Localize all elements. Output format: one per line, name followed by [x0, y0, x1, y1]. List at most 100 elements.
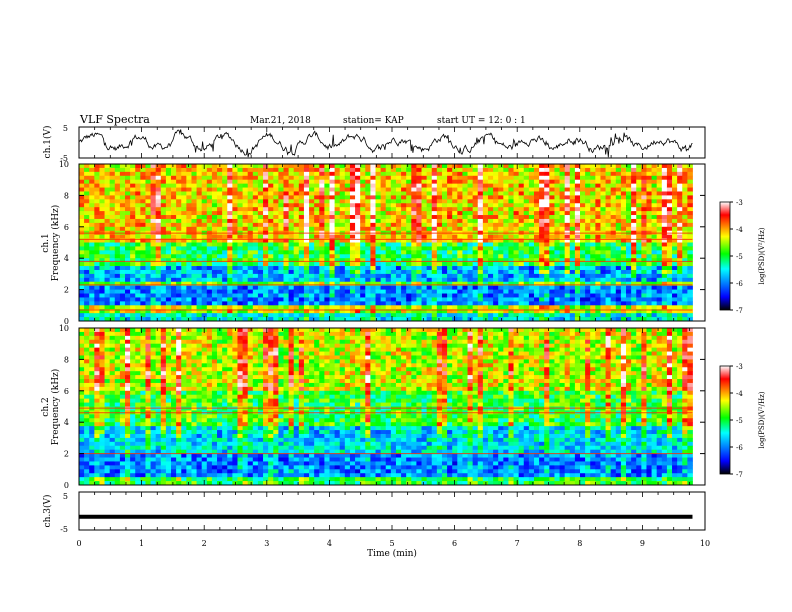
- spectrogram-cell: [237, 226, 243, 232]
- spectrogram-cell: [252, 289, 259, 294]
- spectrogram-cell: [564, 195, 571, 200]
- spectrogram-cell: [298, 187, 305, 192]
- spectrogram-cell: [513, 226, 520, 232]
- spectrogram-cell: [523, 246, 530, 251]
- spectrogram-cell: [79, 313, 85, 318]
- spectrogram-cell: [574, 215, 581, 220]
- spectrogram-cell: [467, 207, 474, 212]
- spectrogram-cell: [569, 183, 576, 188]
- spectrogram-cell: [411, 175, 417, 181]
- spectrogram-cell: [89, 375, 95, 380]
- spectrogram-cell: [493, 309, 499, 314]
- spectrogram-cell: [380, 191, 387, 196]
- spectrogram-cell: [329, 191, 336, 196]
- spectrogram-cell: [145, 167, 151, 173]
- spectrogram-cell: [636, 211, 642, 216]
- spectrogram-cell: [513, 254, 520, 259]
- spectrogram-cell: [661, 199, 668, 204]
- spectrogram-cell: [344, 313, 351, 318]
- spectrogram-cell: [165, 317, 172, 322]
- spectrogram-cell: [370, 175, 376, 181]
- spectrogram-cell: [416, 277, 422, 283]
- spectrogram-cell: [278, 207, 284, 212]
- spectrogram-cell: [191, 242, 197, 247]
- spectrogram-cell: [242, 293, 249, 298]
- spectrogram-cell: [99, 289, 105, 294]
- spectrogram-cell: [232, 195, 238, 200]
- spectrogram-cell: [89, 473, 95, 478]
- spectrogram-cell: [145, 183, 151, 188]
- spectrogram-cell: [135, 167, 141, 173]
- spectrogram-cell: [574, 226, 581, 232]
- spectrogram-cell: [176, 305, 182, 310]
- spectrogram-cell: [196, 258, 203, 263]
- spectrogram-cell: [165, 164, 172, 169]
- spectrogram-cell: [528, 317, 535, 322]
- spectrogram-cell: [365, 179, 371, 185]
- spectrogram-cell: [165, 301, 172, 306]
- spectrogram-cell: [140, 277, 146, 283]
- spectrogram-cell: [390, 175, 397, 181]
- spectrogram-cell: [457, 203, 463, 208]
- spectrogram-cell: [360, 175, 366, 181]
- spectrogram-cell: [385, 250, 392, 255]
- spectrogram-cell: [651, 199, 658, 204]
- spectrogram-cell: [94, 305, 100, 310]
- spectrogram-cell: [580, 281, 586, 287]
- spectrogram-cell: [559, 191, 566, 196]
- spectrogram-cell: [232, 226, 238, 232]
- spectrogram-cell: [119, 301, 126, 306]
- spectrogram-cell: [406, 246, 412, 251]
- spectrogram-cell: [227, 222, 233, 228]
- spectrogram-cell: [84, 226, 90, 232]
- spectrogram-cell: [140, 289, 146, 294]
- spectrogram-cell: [436, 254, 443, 259]
- spectrogram-cell: [544, 258, 550, 263]
- spectrogram-cell: [534, 297, 540, 302]
- spectrogram-cell: [309, 281, 315, 287]
- spectrogram-cell: [467, 195, 474, 200]
- spectrogram-cell: [109, 171, 116, 177]
- spectrogram-cell: [150, 171, 157, 177]
- spectrogram-cell: [145, 164, 151, 169]
- spectrogram-cell: [493, 293, 499, 298]
- spectrogram-cell: [309, 301, 315, 306]
- spectrogram-cell: [615, 293, 622, 298]
- spectrogram-cell: [268, 234, 274, 239]
- spectrogram-cell: [135, 246, 141, 251]
- spectrogram-cell: [421, 222, 428, 228]
- spectrogram-cell: [145, 289, 151, 294]
- spectrogram-cell: [319, 238, 325, 243]
- spectrogram-cell: [94, 418, 100, 423]
- spectrogram-cell: [89, 422, 95, 427]
- spectrogram-cell: [406, 226, 412, 232]
- spectrogram-cell: [620, 297, 627, 302]
- spectrogram-cell: [523, 211, 530, 216]
- spectrogram-cell: [401, 203, 407, 208]
- spectrogram-cell: [559, 277, 566, 283]
- spectrogram-cell: [447, 218, 453, 224]
- spectrogram-cell: [580, 246, 586, 251]
- spectrogram-cell: [513, 242, 520, 247]
- spectrogram-cell: [360, 167, 366, 173]
- spectrogram-cell: [79, 351, 85, 356]
- spectrogram-cell: [319, 258, 325, 263]
- spectrogram-cell: [411, 293, 417, 298]
- spectrogram-cell: [411, 218, 417, 224]
- spectrogram-cell: [646, 203, 652, 208]
- spectrogram-cell: [462, 215, 468, 220]
- spectrogram-cell: [436, 285, 443, 291]
- spectrogram-cell: [385, 242, 392, 247]
- spectrogram-cell: [646, 301, 652, 306]
- spectrogram-cell: [620, 309, 627, 314]
- spectrogram-cell: [257, 222, 264, 228]
- spectrogram-cell: [574, 281, 581, 287]
- spectrogram-cell: [355, 250, 361, 255]
- spectrogram-cell: [125, 215, 131, 220]
- spectrogram-cell: [503, 273, 509, 279]
- spectrogram-cell: [441, 234, 448, 239]
- spectrogram-cell: [390, 301, 397, 306]
- spectrogram-cell: [646, 175, 652, 181]
- spectrogram-cell: [534, 258, 540, 263]
- spectrogram-cell: [191, 195, 197, 200]
